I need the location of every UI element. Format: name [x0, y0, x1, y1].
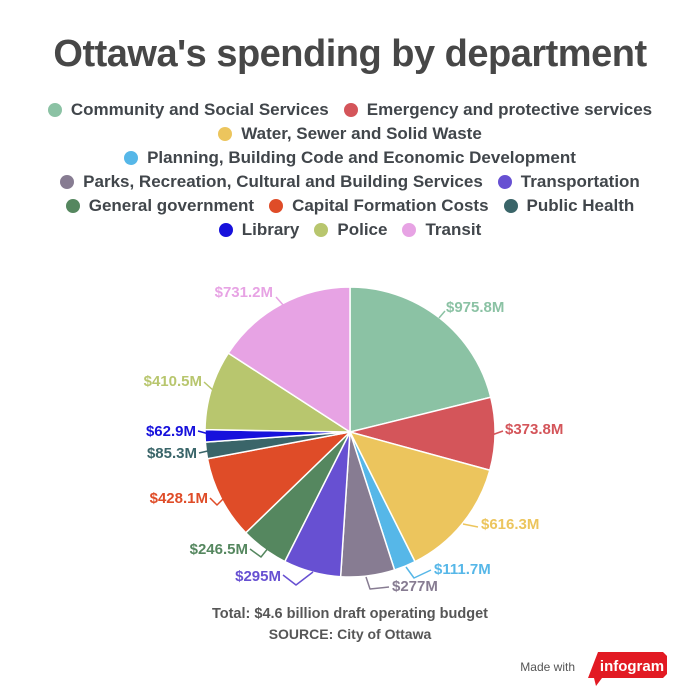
- legend-label: Transportation: [520, 172, 640, 191]
- label-connector-library: [197, 430, 210, 435]
- legend-row: Planning, Building Code and Economic Dev…: [124, 148, 576, 168]
- label-connector-parks-recreation-cultural-and-building-services: [365, 576, 390, 590]
- legend-item-library[interactable]: Library: [218, 220, 300, 240]
- legend-label: Transit: [425, 220, 482, 239]
- legend-label: Planning, Building Code and Economic Dev…: [147, 148, 576, 167]
- pie-slice-police[interactable]: [204, 352, 351, 433]
- slice-value-label-capital-formation-costs: $428.1M: [150, 490, 208, 507]
- legend-row: General government Capital Formation Cost…: [65, 196, 635, 216]
- infogram-logo-flag: [588, 652, 667, 686]
- legend-dot-icon: [124, 151, 139, 165]
- legend-item-parks-recreation-cultural-and-building-services[interactable]: Parks, Recreation, Cultural and Building…: [60, 172, 483, 192]
- pie-slice-capital-formation-costs[interactable]: [206, 431, 351, 534]
- legend-row: Library Police Transit: [218, 220, 481, 240]
- label-connector-water-sewer-and-solid-waste: [462, 523, 479, 528]
- branding: Made with infogram: [520, 652, 667, 686]
- legend-label: Capital Formation Costs: [292, 196, 489, 215]
- legend-label: General government: [88, 196, 255, 215]
- legend-dot-icon: [60, 175, 75, 189]
- legend-label: Emergency and protective services: [366, 100, 653, 119]
- legend-dot-icon: [218, 127, 233, 141]
- legend-item-planning-building-code-and-economic-development[interactable]: Planning, Building Code and Economic Dev…: [124, 148, 576, 168]
- legend-label: Parks, Recreation, Cultural and Building…: [83, 172, 483, 191]
- label-connector-police: [203, 381, 215, 392]
- legend-item-capital-formation-costs[interactable]: Capital Formation Costs: [269, 196, 489, 216]
- slice-value-label-transit: $731.2M: [215, 284, 273, 301]
- legend-label: Police: [337, 220, 388, 239]
- label-connector-community-and-social-services: [438, 310, 446, 319]
- source-caption: SOURCE: City of Ottawa: [268, 626, 432, 642]
- legend-item-transit[interactable]: Transit: [402, 220, 481, 240]
- infogram-logo-text: infogram: [600, 658, 664, 675]
- pie-slice-transit[interactable]: [227, 286, 351, 433]
- legend-item-general-government[interactable]: General government: [65, 196, 255, 216]
- legend-item-emergency-and-protective-services[interactable]: Emergency and protective services: [343, 100, 653, 120]
- legend-label: Library: [241, 220, 300, 239]
- label-connector-general-government: [249, 546, 270, 558]
- slice-value-label-library: $62.9M: [146, 423, 196, 440]
- label-connector-planning-building-code-and-economic-development: [405, 566, 432, 579]
- pie-slice-water-sewer-and-solid-waste[interactable]: [349, 431, 491, 563]
- slice-value-label-general-government: $246.5M: [190, 541, 248, 558]
- legend-item-public-health[interactable]: Public Health: [503, 196, 635, 216]
- legend-dot-icon: [497, 175, 512, 189]
- legend-item-water-sewer-and-solid-waste[interactable]: Water, Sewer and Solid Waste: [218, 124, 482, 144]
- label-connector-transportation: [282, 571, 314, 586]
- legend-row: Community and Social Services Emergency a…: [47, 100, 653, 120]
- slice-value-label-police: $410.5M: [144, 373, 202, 390]
- chart-footer: Total: $4.6 billion draft operating budg…: [0, 606, 700, 642]
- legend-dot-icon: [343, 103, 358, 117]
- slice-value-label-planning-building-code-and-economic-development: $111.7M: [434, 561, 491, 578]
- page-title: Ottawa's spending by department: [53, 33, 647, 75]
- slice-value-label-community-and-social-services: $975.8M: [446, 299, 504, 316]
- legend-dot-icon: [402, 223, 417, 237]
- legend-item-police[interactable]: Police: [314, 220, 387, 240]
- chart-legend: Community and Social Services Emergency a…: [0, 100, 700, 240]
- slice-value-label-public-health: $85.3M: [147, 445, 197, 462]
- legend-dot-icon: [314, 223, 329, 237]
- legend-dot-icon: [269, 199, 284, 213]
- legend-label: Water, Sewer and Solid Waste: [241, 124, 482, 143]
- slice-value-label-parks-recreation-cultural-and-building-services: $277M: [392, 578, 438, 595]
- total-caption: Total: $4.6 billion draft operating budg…: [211, 606, 489, 622]
- slice-value-label-emergency-and-protective-services: $373.8M: [505, 421, 563, 438]
- legend-item-community-and-social-services[interactable]: Community and Social Services: [47, 100, 329, 120]
- legend-label: Public Health: [526, 196, 635, 215]
- slice-value-label-transportation: $295M: [235, 568, 281, 585]
- legend-dot-icon: [65, 199, 80, 213]
- slice-value-label-water-sewer-and-solid-waste: $616.3M: [481, 516, 539, 533]
- legend-dot-icon: [218, 223, 233, 237]
- legend-dot-icon: [503, 199, 518, 213]
- legend-item-transportation[interactable]: Transportation: [497, 172, 640, 192]
- label-connector-transit: [275, 296, 285, 307]
- legend-dot-icon: [47, 103, 62, 117]
- label-connector-emergency-and-protective-services: [488, 430, 504, 437]
- made-with-label: Made with: [520, 660, 575, 674]
- label-connector-public-health: [198, 449, 213, 454]
- legend-label: Community and Social Services: [70, 100, 329, 119]
- infogram-logo[interactable]: infogram: [583, 652, 667, 686]
- label-connector-capital-formation-costs: [209, 497, 225, 506]
- legend-row: Parks, Recreation, Cultural and Building…: [60, 172, 640, 192]
- legend-row: Water, Sewer and Solid Waste: [218, 124, 482, 144]
